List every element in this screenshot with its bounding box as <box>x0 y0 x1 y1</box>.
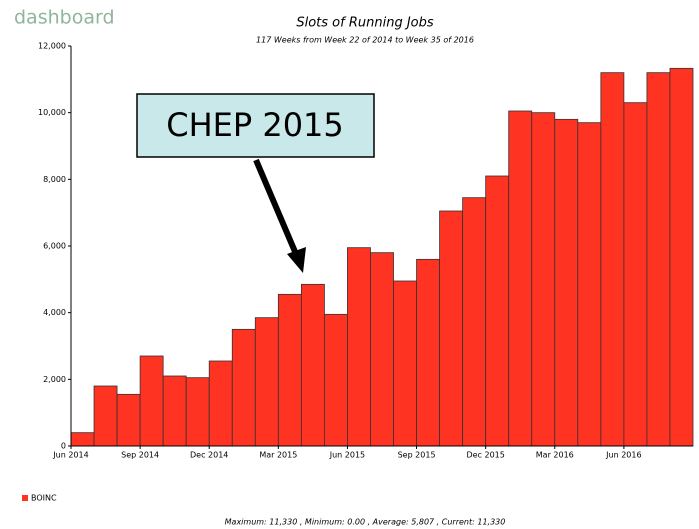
bar <box>277 293 302 447</box>
arrow <box>253 158 299 256</box>
x-tick-label: Sep 2014 <box>121 451 159 460</box>
bar <box>577 122 602 447</box>
bar <box>623 102 648 447</box>
bar <box>162 375 187 447</box>
x-tick-label: Dec 2015 <box>466 451 504 460</box>
bar <box>300 283 325 447</box>
footer: Maximum: 11,330 , Minimum: 0.00 , Averag… <box>225 518 506 527</box>
bar <box>116 393 141 447</box>
chart-subtitle: 117 Weeks from Week 22 of 2014 to Week 3… <box>256 36 474 45</box>
arrow-head <box>287 247 306 273</box>
logo: dashboard <box>14 7 115 29</box>
x-tick-label: Sep 2015 <box>398 451 436 460</box>
y-tick-label: 2,000 <box>43 375 66 384</box>
bar <box>370 252 394 447</box>
bar <box>393 280 417 447</box>
bar <box>508 110 533 447</box>
bar <box>646 72 671 447</box>
y-tick-label: 4,000 <box>43 308 66 317</box>
bar <box>208 360 233 447</box>
bar <box>554 118 579 447</box>
bar <box>485 175 510 447</box>
bar <box>600 72 625 447</box>
bar <box>669 67 694 447</box>
y-tick-label: 6,000 <box>43 242 66 251</box>
y-tick-label: 8,000 <box>43 175 66 184</box>
annotation: CHEP 2015 <box>166 106 344 144</box>
legend-swatch <box>22 495 28 501</box>
bar <box>93 385 118 447</box>
bar <box>416 258 440 447</box>
bar <box>231 328 256 447</box>
bar <box>70 432 95 447</box>
legend-label: BOINC <box>31 494 57 503</box>
y-tick-label: 12,000 <box>38 42 66 51</box>
bar <box>185 377 210 447</box>
y-tick-label: 0 <box>61 442 66 451</box>
x-tick-label: Mar 2016 <box>536 451 574 460</box>
annotation-box <box>136 93 375 158</box>
bar <box>531 112 556 447</box>
bar <box>324 313 348 447</box>
x-tick-label: Mar 2015 <box>259 451 297 460</box>
x-tick-label: Jun 2014 <box>52 451 88 460</box>
x-tick-label: Jun 2016 <box>605 451 641 460</box>
bar <box>439 210 464 447</box>
bar <box>139 355 164 447</box>
x-tick-label: Jun 2015 <box>329 451 365 460</box>
y-tick-label: 10,000 <box>38 108 66 117</box>
chart-title: Slots of Running Jobs <box>296 16 434 31</box>
bar <box>462 197 487 447</box>
x-tick-label: Dec 2014 <box>190 451 228 460</box>
bar <box>254 317 279 447</box>
bar <box>347 247 371 447</box>
